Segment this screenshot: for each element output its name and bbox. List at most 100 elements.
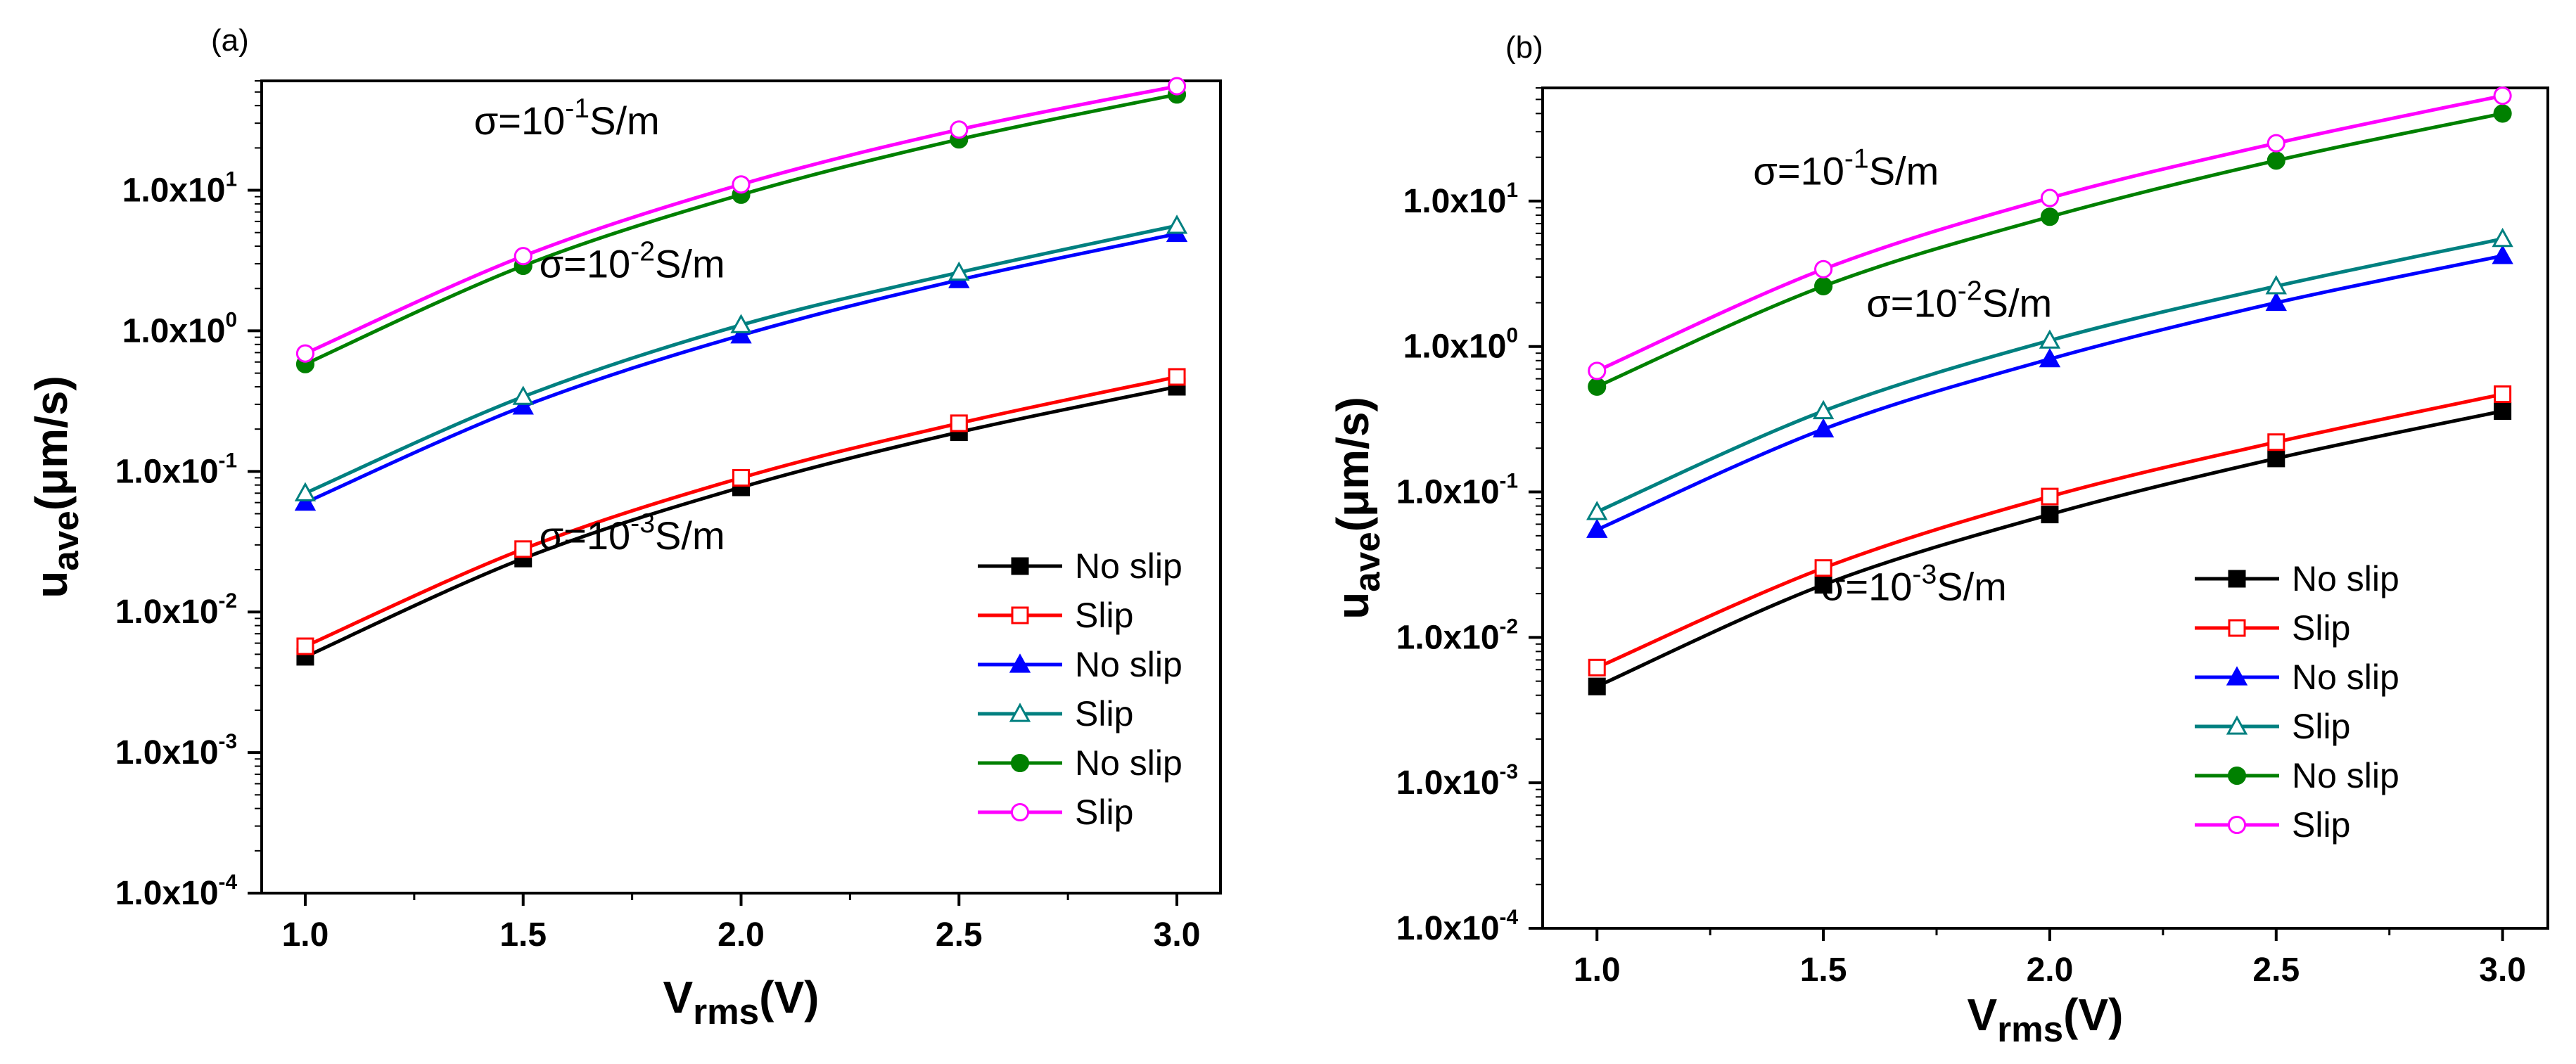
data-point xyxy=(2265,291,2287,312)
series-line xyxy=(304,224,1178,495)
data-point xyxy=(950,414,968,432)
y-tick-label: 1.0x10-1 xyxy=(1396,470,1518,511)
legend-marker xyxy=(1010,802,1030,822)
y-tick-exponent: -3 xyxy=(219,730,237,753)
data-point xyxy=(2493,104,2512,123)
data-point xyxy=(1167,77,1187,96)
x-axis-label-sub: rms xyxy=(1997,1009,2063,1049)
x-tick-label: 2.0 xyxy=(2027,951,2074,989)
series-line xyxy=(1596,237,2504,514)
sigma-suffix: S/m xyxy=(1937,565,2007,609)
y-tick-label: 1.0x101 xyxy=(1403,179,1518,220)
series-1 xyxy=(296,368,1186,655)
series-line xyxy=(304,84,1178,355)
legend-label: Slip xyxy=(2292,805,2350,845)
data-point xyxy=(1814,576,1832,594)
x-axis-label-unit: (V) xyxy=(759,972,819,1023)
x-tick-label: 3.0 xyxy=(2479,951,2526,989)
data-point xyxy=(2267,433,2285,451)
data-point xyxy=(1166,214,1188,234)
legend-label: No slip xyxy=(2292,756,2399,795)
series-line xyxy=(1596,409,2504,688)
y-tick-exponent: -4 xyxy=(219,871,238,894)
legend-label: No slip xyxy=(1075,546,1182,586)
data-point xyxy=(512,385,534,405)
y-axis-label-unit: (μm/s) xyxy=(1327,397,1378,532)
data-point xyxy=(296,637,314,655)
y-tick-label: 1.0x10-4 xyxy=(1396,906,1519,947)
y-tick-base: 1.0x10 xyxy=(1396,764,1500,802)
y-tick-exponent: 0 xyxy=(1506,324,1518,347)
legend-marker xyxy=(1011,606,1029,624)
y-tick-base: 1.0x10 xyxy=(1396,619,1500,656)
y-tick-label: 1.0x10-4 xyxy=(115,871,238,912)
y-tick-base: 1.0x10 xyxy=(1403,183,1507,220)
y-tick-base: 1.0x10 xyxy=(115,734,219,771)
y-tick-exponent: -2 xyxy=(219,589,237,613)
data-point xyxy=(2492,245,2513,264)
y-tick-exponent: -2 xyxy=(1500,615,1518,638)
data-point xyxy=(950,120,969,139)
legend-marker xyxy=(2228,570,2246,588)
legend-label: Slip xyxy=(2292,608,2350,648)
data-point xyxy=(2266,151,2285,170)
legend-marker xyxy=(2228,619,2246,637)
data-point xyxy=(2041,506,2059,524)
y-tick-label: 1.0x10-2 xyxy=(115,589,237,631)
data-point xyxy=(1814,259,1833,278)
series-0 xyxy=(1588,402,2512,696)
sigma-prefix: σ=10 xyxy=(1866,281,1958,326)
y-tick-label: 1.0x100 xyxy=(1403,324,1518,366)
y-tick-label: 1.0x100 xyxy=(122,308,237,350)
data-point xyxy=(1812,399,1835,420)
legend-marker xyxy=(1010,753,1030,773)
legend-marker xyxy=(2227,815,2247,835)
y-tick-exponent: 0 xyxy=(225,308,237,331)
series-line xyxy=(304,232,1178,504)
legend-marker xyxy=(1009,703,1031,722)
data-point xyxy=(2040,188,2059,207)
legend-label: No slip xyxy=(2292,658,2399,697)
sigma-annotation: σ=10-3S/m xyxy=(1821,560,2007,609)
data-point xyxy=(730,314,752,333)
data-point xyxy=(2267,449,2285,468)
y-tick-base: 1.0x10 xyxy=(1403,328,1507,366)
data-point xyxy=(294,491,317,511)
sigma-exponent: -3 xyxy=(630,508,655,539)
data-point xyxy=(1586,518,1608,538)
series-1 xyxy=(1588,385,2512,677)
data-point xyxy=(514,247,533,266)
y-tick-base: 1.0x10 xyxy=(122,172,226,210)
y-tick-base: 1.0x10 xyxy=(115,875,219,912)
legend-label: Slip xyxy=(1075,596,1133,635)
data-point xyxy=(1812,418,1835,437)
sigma-exponent: -1 xyxy=(565,94,589,124)
data-point xyxy=(514,540,533,558)
y-tick-exponent: -1 xyxy=(219,449,237,472)
data-point xyxy=(2041,487,2059,506)
y-axis-label: uave(μm/s) xyxy=(26,376,86,598)
data-point xyxy=(295,344,315,363)
x-tick-label: 1.5 xyxy=(499,916,547,954)
data-point xyxy=(1586,501,1608,520)
series-0 xyxy=(296,378,1186,666)
sigma-exponent: -2 xyxy=(1958,276,1982,307)
series-2 xyxy=(294,222,1188,511)
y-tick-label: 1.0x10-3 xyxy=(1396,760,1518,802)
legend: No slip Slip No slip Slip No slip Slip xyxy=(978,546,1182,832)
x-tick-label: 2.5 xyxy=(936,916,983,954)
y-axis-label-sub: ave xyxy=(46,511,86,570)
data-point xyxy=(2039,347,2061,368)
series-3 xyxy=(1586,227,2513,520)
y-axis-label-main: u xyxy=(1327,592,1378,620)
panel-label: (a) xyxy=(211,23,249,58)
x-tick-label: 1.0 xyxy=(1574,951,1621,989)
x-tick-label: 2.5 xyxy=(2252,951,2300,989)
y-tick-base: 1.0x10 xyxy=(115,594,219,631)
data-point xyxy=(1588,677,1606,696)
y-tick-base: 1.0x10 xyxy=(115,453,219,490)
series-5 xyxy=(1588,86,2512,380)
y-tick-exponent: 1 xyxy=(1506,179,1518,202)
x-axis-label-unit: (V) xyxy=(2063,989,2123,1040)
y-tick-label: 1.0x101 xyxy=(122,168,237,210)
